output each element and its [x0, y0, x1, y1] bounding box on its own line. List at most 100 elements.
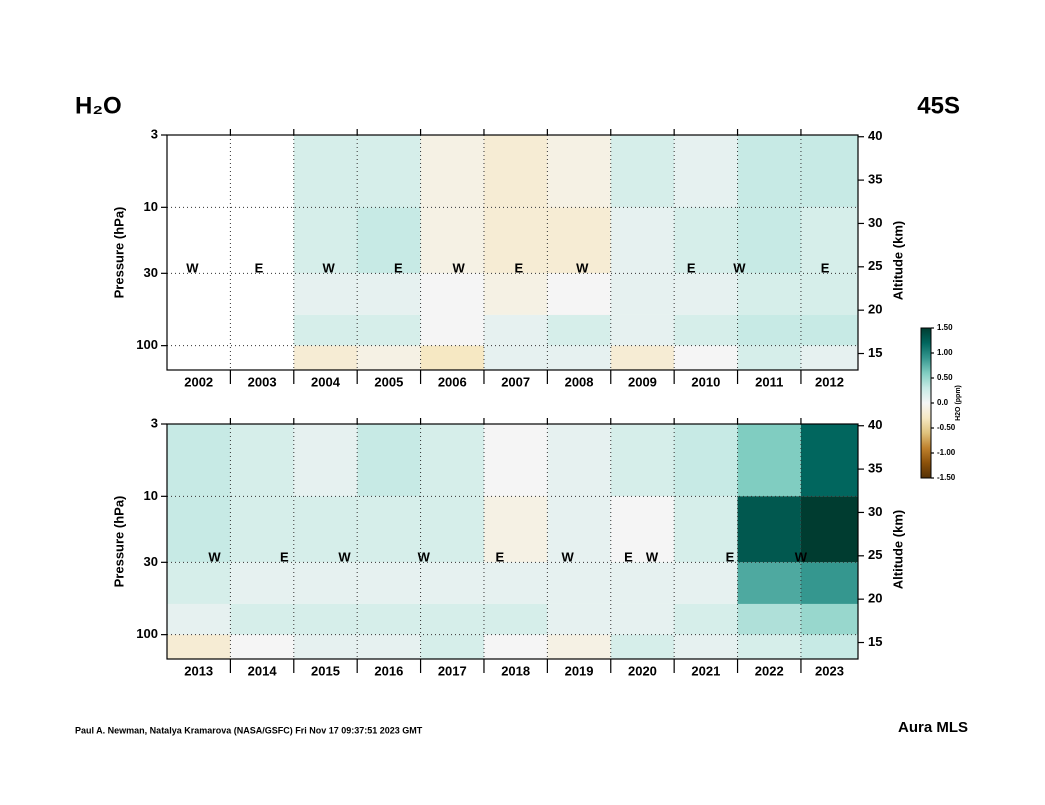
heatmap-cell [420, 496, 484, 563]
heatmap-cell [357, 634, 421, 659]
heatmap-cell [674, 424, 738, 497]
heatmap-cell [800, 634, 858, 659]
heatmap-cell [167, 562, 231, 604]
heatmap-cell [737, 314, 801, 346]
heatmap-cell [293, 562, 358, 604]
phase-label: W [562, 550, 575, 565]
heatmap-cell [737, 603, 801, 635]
heatmap-cell [674, 135, 738, 208]
colorbar-tick-label: 1.50 [937, 323, 953, 332]
heatmap-cell [357, 345, 421, 370]
heatmap-cell [293, 273, 358, 315]
x-tick-label: 2007 [501, 374, 530, 389]
heatmap-cell [674, 496, 738, 563]
heatmap-cell [483, 603, 548, 635]
heatmap-cell [610, 314, 675, 346]
heatmap-cell [230, 603, 294, 635]
phase-label: W [338, 550, 351, 565]
heatmap-cell [420, 603, 484, 635]
heatmap-cell [547, 207, 611, 274]
heatmap-cell [610, 562, 675, 604]
y-tick-label: 100 [136, 626, 158, 641]
heatmap-cell [800, 135, 858, 208]
heatmap-cell [357, 273, 421, 315]
heatmap-cell [610, 496, 675, 563]
phase-label: E [821, 261, 830, 276]
y2-tick-label: 40 [868, 417, 882, 432]
phase-label: W [646, 550, 659, 565]
phase-label: W [418, 550, 431, 565]
phase-label: W [323, 261, 336, 276]
heatmap-cell [674, 634, 738, 659]
heatmap-cell [420, 207, 484, 274]
heatmap-cell [737, 424, 801, 497]
instrument: Aura MLS [898, 719, 968, 736]
y2-tick-label: 40 [868, 128, 882, 143]
heatmap-cell [293, 634, 358, 659]
heatmap-cell [420, 562, 484, 604]
heatmap-cell [800, 424, 858, 497]
heatmap-cell [483, 496, 548, 563]
phase-label: W [795, 550, 808, 565]
heatmap-cell [547, 273, 611, 315]
heatmap-cell [357, 314, 421, 346]
phase-label: E [394, 261, 403, 276]
heatmap-cell [800, 345, 858, 370]
heatmap-cell [800, 562, 858, 604]
heatmap-cell [483, 424, 548, 497]
heatmap-cell [293, 207, 358, 274]
heatmap-cell [293, 135, 358, 208]
heatmap-cell [547, 314, 611, 346]
heatmap-cell [420, 424, 484, 497]
y2-tick-label: 15 [868, 634, 882, 649]
colorbar-tick-label: 0.0 [937, 398, 949, 407]
x-tick-label: 2009 [628, 374, 657, 389]
x-tick-label: 2022 [755, 663, 784, 678]
x-tick-label: 2006 [438, 374, 467, 389]
colorbar-tick-label: 0.50 [937, 373, 953, 382]
heatmap-cell [610, 345, 675, 370]
colorbar [920, 327, 932, 479]
phase-label: E [280, 550, 289, 565]
heatmap-cell [737, 273, 801, 315]
heatmap-cell [293, 603, 358, 635]
heatmap-cell [610, 603, 675, 635]
phase-label: W [452, 261, 465, 276]
y2-axis-label: Altitude (km) [890, 221, 905, 300]
heatmap-cell [167, 603, 231, 635]
heatmap-cell [420, 634, 484, 659]
region-label: 45S [917, 92, 960, 119]
heatmap-cell [800, 207, 858, 274]
heatmap-cell [737, 562, 801, 604]
phase-label: E [726, 550, 735, 565]
y2-tick-label: 35 [868, 172, 882, 187]
heatmap-cell [420, 314, 484, 346]
heatmap-cell [293, 314, 358, 346]
heatmap-cell [230, 496, 294, 563]
y2-tick-label: 15 [868, 345, 882, 360]
heatmap-cell [547, 603, 611, 635]
heatmap-cell [610, 273, 675, 315]
x-tick-label: 2002 [184, 374, 213, 389]
heatmap-cell [483, 135, 548, 208]
y-tick-label: 100 [136, 337, 158, 352]
x-tick-label: 2015 [311, 663, 340, 678]
heatmap-cell [420, 345, 484, 370]
heatmap-cell [357, 496, 421, 563]
heatmap-cell [610, 135, 675, 208]
x-tick-label: 2010 [691, 374, 720, 389]
heatmap-cell [737, 135, 801, 208]
y-tick-label: 10 [144, 488, 158, 503]
phase-label: W [733, 261, 746, 276]
heatmap-cell [357, 562, 421, 604]
y2-tick-label: 20 [868, 302, 882, 317]
y2-axis-label: Altitude (km) [890, 510, 905, 589]
y-tick-label: 30 [144, 265, 158, 280]
heatmap-cell [167, 634, 231, 659]
heatmap-cell [357, 603, 421, 635]
heatmap-cell [483, 634, 548, 659]
colorbar-label: H2O (ppm) [955, 385, 962, 421]
x-tick-label: 2011 [755, 374, 783, 389]
heatmap-cell [674, 273, 738, 315]
